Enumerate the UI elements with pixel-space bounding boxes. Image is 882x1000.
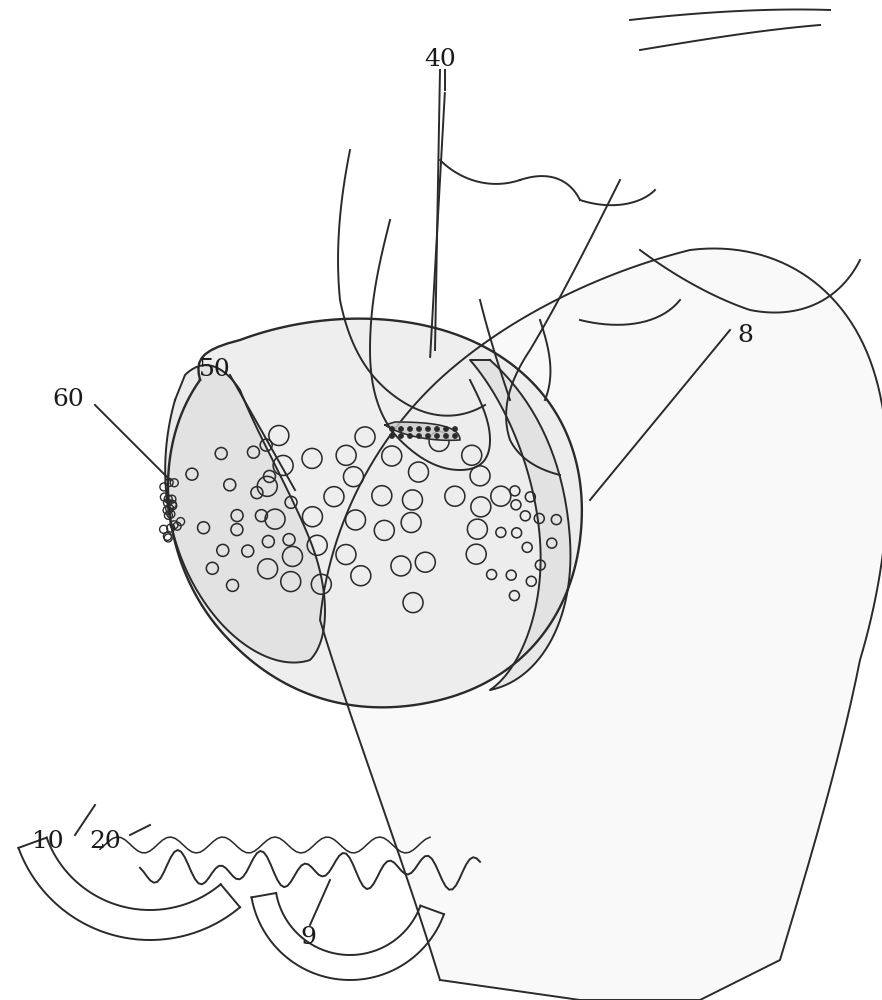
Circle shape — [452, 426, 458, 432]
Text: 10: 10 — [32, 830, 64, 854]
Circle shape — [390, 434, 394, 438]
Circle shape — [425, 434, 430, 438]
Polygon shape — [165, 365, 325, 663]
Polygon shape — [320, 248, 882, 1000]
Text: 20: 20 — [89, 830, 121, 854]
Circle shape — [416, 426, 422, 432]
Circle shape — [444, 426, 449, 432]
Text: 8: 8 — [737, 324, 753, 347]
Circle shape — [435, 434, 439, 438]
Text: 50: 50 — [199, 359, 231, 381]
Circle shape — [452, 434, 458, 438]
Text: 60: 60 — [52, 388, 84, 412]
Circle shape — [425, 426, 430, 432]
Circle shape — [416, 434, 422, 438]
Circle shape — [390, 426, 394, 432]
Circle shape — [399, 426, 403, 432]
Circle shape — [444, 434, 449, 438]
Circle shape — [435, 426, 439, 432]
Circle shape — [407, 434, 413, 438]
Polygon shape — [470, 360, 571, 690]
Polygon shape — [168, 319, 582, 707]
Circle shape — [407, 426, 413, 432]
Text: 9: 9 — [300, 926, 316, 950]
Polygon shape — [385, 422, 460, 440]
Circle shape — [399, 434, 403, 438]
Text: 40: 40 — [424, 48, 456, 72]
